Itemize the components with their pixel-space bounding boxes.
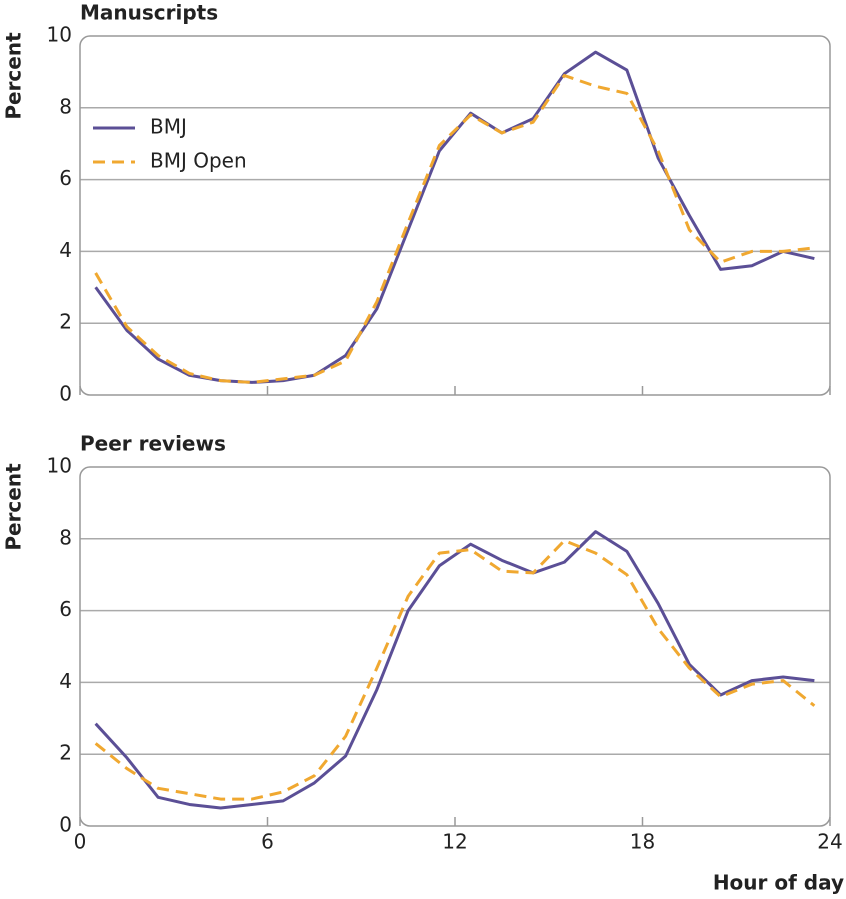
y-tick-label: 10 [47,23,72,47]
y-tick-label: 6 [59,597,72,621]
y-axis-label: Percent [2,32,26,120]
y-tick-label: 0 [59,382,72,406]
y-tick-label: 8 [59,94,72,118]
x-tick-label: 18 [630,830,655,854]
series-line [94,50,815,384]
series-line [94,73,815,384]
panel-title: Manuscripts [80,1,218,25]
legend-label: BMJ Open [150,149,247,173]
x-tick-label: 24 [817,830,842,854]
panel-title: Peer reviews [80,432,226,456]
plot-frame [79,466,831,827]
y-tick-label: 2 [59,741,72,765]
y-tick-label: 10 [47,454,72,478]
y-tick-label: 4 [59,238,72,262]
x-tick-label: 6 [261,830,274,854]
x-tick-label: 12 [442,830,467,854]
plot-frame [79,35,831,396]
x-axis-label: Hour of day [713,871,844,895]
y-tick-label: 4 [59,669,72,693]
y-tick-label: 8 [59,525,72,549]
y-axis-label: Percent [2,463,26,551]
x-tick-label: 0 [74,830,87,854]
y-tick-label: 6 [59,166,72,190]
series-line [94,530,815,810]
y-tick-label: 0 [59,813,72,837]
legend-label: BMJ [150,115,187,139]
y-tick-label: 2 [59,310,72,334]
series-line [94,539,816,801]
